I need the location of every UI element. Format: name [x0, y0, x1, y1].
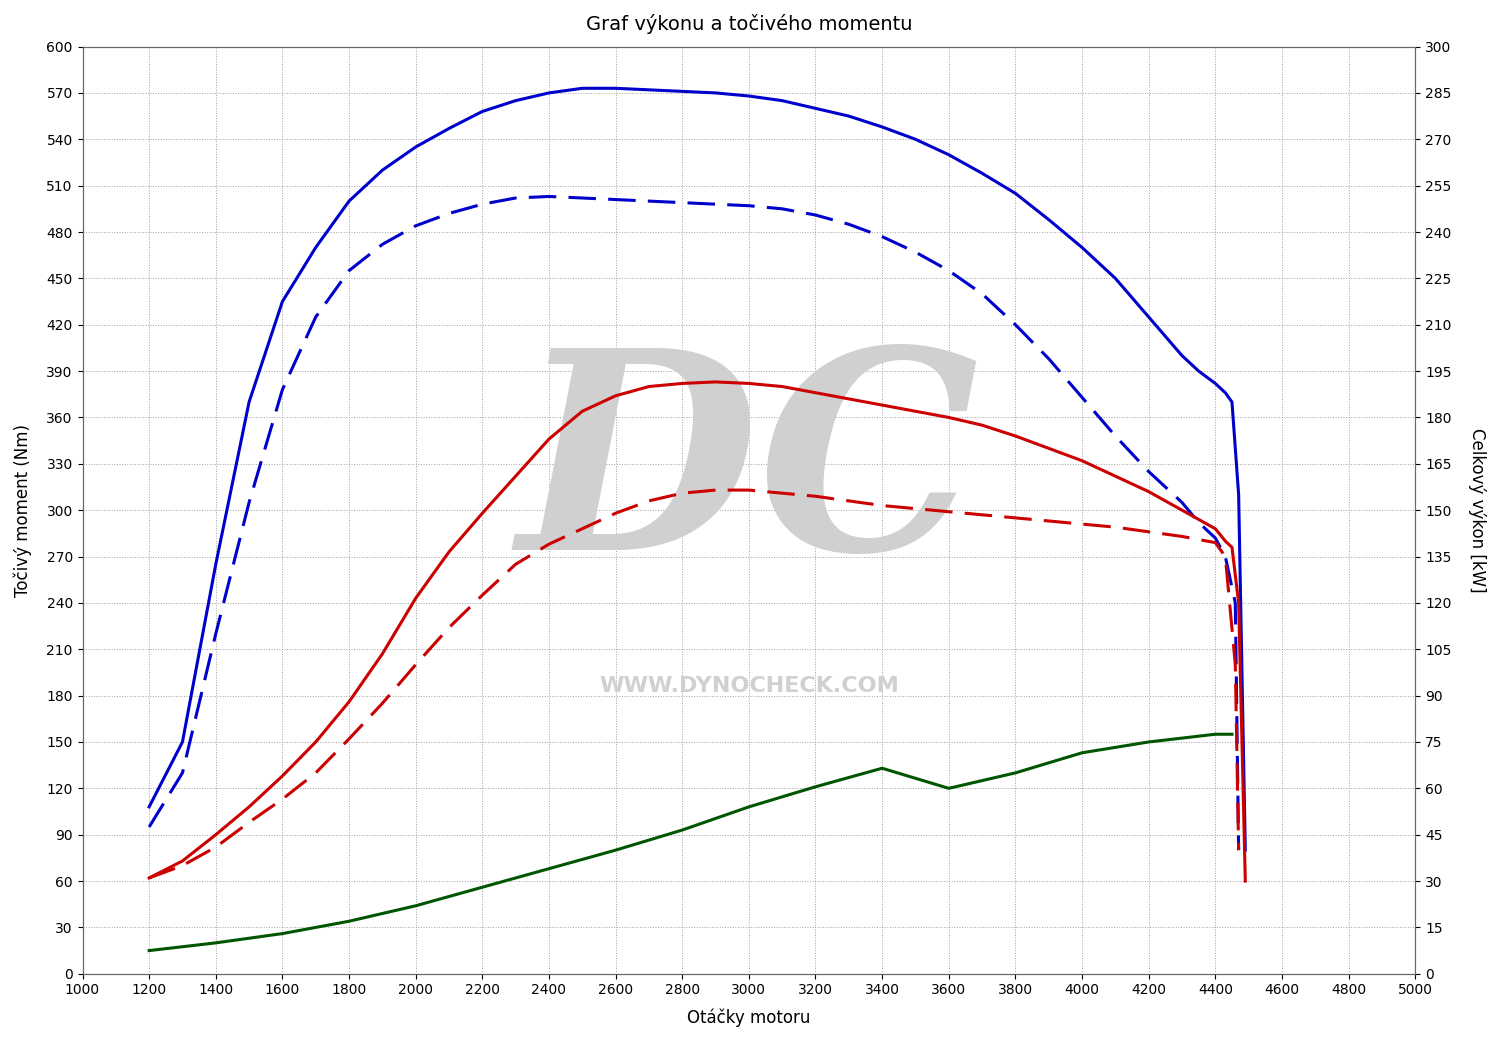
Text: WWW.DYNOCHECK.COM: WWW.DYNOCHECK.COM — [598, 677, 898, 696]
Text: DC: DC — [518, 338, 980, 608]
X-axis label: Otáčky motoru: Otáčky motoru — [687, 1009, 810, 1027]
Y-axis label: Celkový výkon [kW]: Celkový výkon [kW] — [1468, 428, 1486, 592]
Y-axis label: Točivý moment (Nm): Točivý moment (Nm) — [13, 424, 33, 596]
Title: Graf výkonu a točivého momentu: Graf výkonu a točivého momentu — [585, 14, 912, 34]
